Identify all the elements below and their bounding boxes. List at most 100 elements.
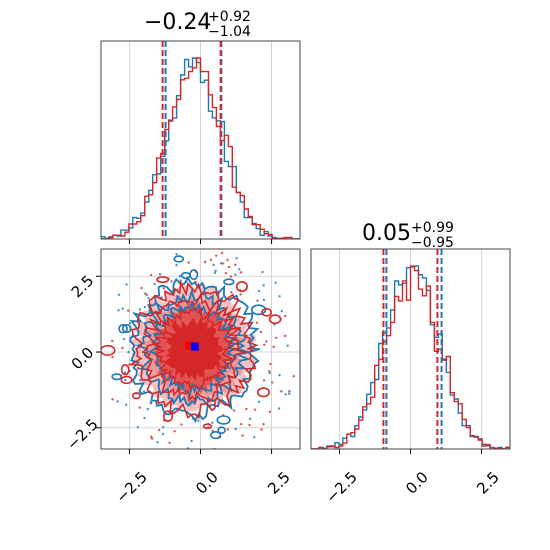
- contour-line-blue: [147, 299, 239, 398]
- scatter-point: [234, 273, 237, 276]
- scatter-point: [278, 295, 281, 298]
- title-param1-lower: −0.95: [411, 235, 454, 251]
- scatter-point: [284, 393, 287, 396]
- histogram-series: [311, 265, 510, 449]
- histogram-step-blue: [101, 57, 300, 239]
- title-param0-upper: +0.92: [208, 9, 251, 25]
- scatter-point: [124, 378, 127, 382]
- contour-island: [120, 363, 130, 376]
- scatter-point: [274, 281, 277, 284]
- scatter-point: [146, 407, 150, 411]
- scatter-point: [241, 434, 244, 437]
- scatter-point: [227, 265, 231, 269]
- contour-island: [261, 307, 272, 317]
- scatter-point: [256, 299, 259, 302]
- scatter-point: [158, 428, 161, 432]
- scatter-point: [117, 293, 121, 297]
- scatter-point: [124, 403, 128, 407]
- contour-island: [210, 430, 222, 440]
- scatter-point: [190, 439, 193, 443]
- scatter-point: [117, 309, 120, 312]
- scatter-point: [211, 421, 214, 424]
- scatter-point: [239, 271, 243, 274]
- contour-island: [162, 410, 174, 422]
- scatter-point: [226, 428, 230, 431]
- scatter-point: [257, 400, 261, 404]
- contour-island: [118, 323, 128, 334]
- scatter-point: [262, 284, 265, 287]
- scatter-point: [262, 423, 265, 426]
- joint-y-tick-label: −2.5: [63, 415, 101, 453]
- param1-histogram-panel: [310, 248, 511, 454]
- scatter-point: [272, 345, 275, 349]
- scatter-point: [214, 269, 217, 272]
- scatter-point: [228, 451, 230, 453]
- scatter-point: [158, 273, 162, 276]
- scatter-point: [263, 343, 266, 346]
- marker-red: [185, 341, 194, 350]
- scatter-point: [180, 423, 183, 426]
- scatter-point: [116, 400, 119, 403]
- scatter-point: [280, 390, 283, 393]
- param1-x-tick-label: 0.0: [402, 468, 432, 498]
- scatter-point: [127, 350, 130, 354]
- contour-island: [180, 271, 191, 280]
- scatter-point: [286, 344, 289, 347]
- histogram-series: [101, 57, 300, 239]
- joint-x-tick-label: 0.0: [192, 468, 222, 498]
- scatter-point: [235, 257, 238, 260]
- scatter-point: [278, 373, 281, 377]
- scatter-point: [229, 275, 233, 278]
- scatter-point: [277, 407, 281, 410]
- scatter-point: [122, 337, 126, 341]
- scatter-point: [142, 390, 146, 393]
- scatter-point: [259, 330, 263, 334]
- scatter-point: [287, 392, 291, 395]
- scatter-point: [111, 398, 114, 401]
- histogram-step-red: [101, 57, 300, 239]
- scatter-point: [138, 406, 141, 409]
- contour-island: [173, 255, 185, 263]
- title-param0: −0.24 +0.92 −1.04: [144, 9, 251, 40]
- scatter-point: [187, 261, 190, 264]
- scatter-point: [149, 401, 152, 404]
- contour-line-red: [128, 279, 259, 420]
- scatter-point: [150, 435, 153, 438]
- param0-histogram-panel: [100, 40, 301, 244]
- scatter-point: [191, 455, 193, 457]
- joint-y-tick-label: 2.5: [68, 272, 98, 302]
- joint-x-tick-label: 2.5: [264, 468, 294, 498]
- scatter-point: [221, 262, 225, 265]
- scatter-point: [268, 371, 271, 375]
- scatter-point: [255, 321, 259, 324]
- scatter-point: [239, 422, 243, 426]
- panel-border: [100, 248, 301, 450]
- scatter-point: [283, 334, 287, 338]
- contour-island: [235, 281, 248, 293]
- scatter-point: [127, 309, 130, 312]
- scatter-point: [262, 379, 266, 382]
- contour-line-blue: [129, 276, 261, 422]
- scatter-point: [160, 296, 163, 299]
- scatter-point: [168, 441, 171, 444]
- scatter-point: [253, 408, 257, 411]
- contour-island: [250, 304, 267, 316]
- contour-island: [216, 415, 231, 425]
- scatter-point: [149, 274, 153, 277]
- contour-island: [131, 392, 141, 400]
- joint-x-tick-labels: −2.5 0.0 2.5: [112, 468, 293, 506]
- scatter-point: [253, 436, 256, 439]
- scatter-point: [248, 417, 252, 420]
- contour-line-red: [152, 305, 234, 391]
- joint-y-tick-label: 0.0: [68, 344, 98, 374]
- title-param0-median: −0.24: [144, 10, 211, 35]
- scatter-point: [161, 432, 165, 436]
- contour-island: [120, 375, 133, 385]
- contour-island: [156, 276, 170, 284]
- scatter-point: [145, 293, 148, 296]
- scatter-point: [262, 298, 266, 302]
- title-param1-upper: +0.99: [411, 220, 454, 236]
- scatter-point: [248, 423, 251, 427]
- scatter-point: [292, 375, 295, 378]
- scatter-point: [238, 268, 241, 271]
